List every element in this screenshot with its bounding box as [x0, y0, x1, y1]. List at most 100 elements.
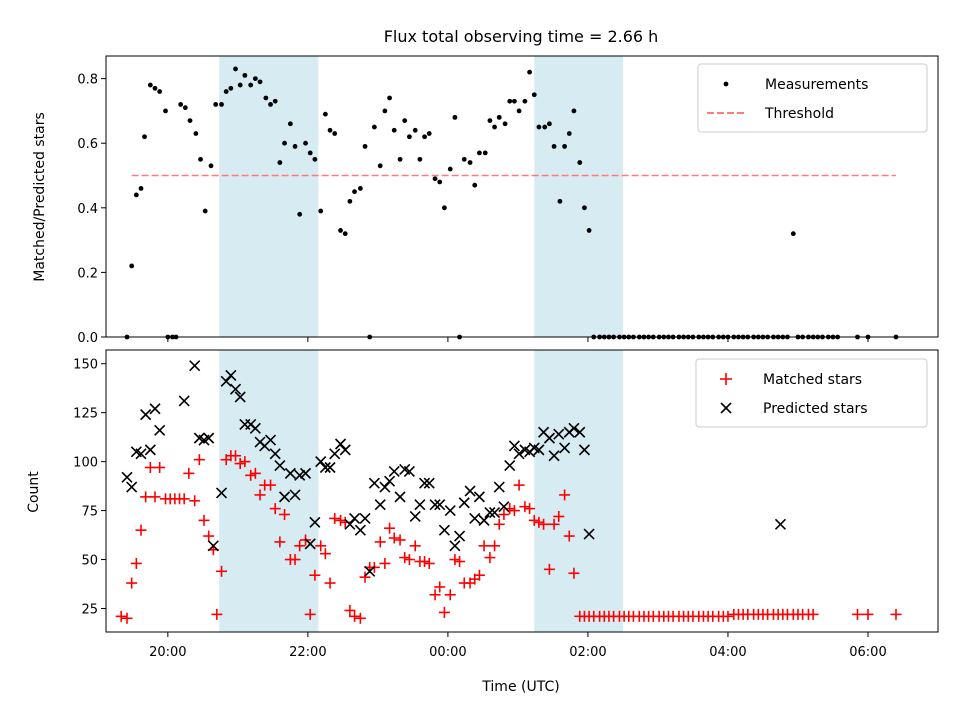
measurement-point — [268, 102, 273, 107]
matched-star-point — [315, 540, 327, 552]
predicted-star-point — [121, 471, 133, 483]
measurement-point — [422, 134, 427, 140]
count-panel: 25 50 75 100 125 150 20:00 22:00 00:00 02:00 04:0… — [26, 349, 939, 695]
predicted-star-point — [574, 426, 586, 438]
measurement-point — [447, 166, 453, 172]
predicted-star-point — [207, 540, 219, 552]
ratio-axes-frame — [105, 55, 939, 338]
predicted-star-point — [215, 487, 228, 499]
measurement-point — [287, 121, 293, 127]
y-tick-label: 100 — [73, 456, 98, 471]
matched-star-point — [484, 552, 496, 564]
matched-star-point — [335, 514, 347, 526]
predicted-star-point — [438, 524, 450, 536]
matched-star-point — [851, 608, 863, 620]
ratio-legend: Measurements Threshold — [697, 63, 928, 133]
predicted-star-point — [429, 499, 441, 511]
matched-star-point — [211, 608, 223, 620]
measurement-point — [571, 108, 577, 114]
legend-matched-label: Matched stars — [763, 372, 862, 388]
predicted-star-point — [149, 403, 161, 415]
matched-star-point — [434, 581, 446, 593]
predicted-star-point — [329, 448, 341, 460]
predicted-star-point — [334, 438, 347, 450]
measurement-point — [163, 108, 168, 114]
matched-star-point — [568, 567, 580, 579]
predicted-star-point — [344, 518, 356, 530]
measurement-point — [432, 176, 438, 182]
predicted-star-point — [578, 444, 590, 456]
measurement-point — [178, 102, 184, 107]
measurement-point — [496, 114, 502, 120]
predicted-star-point — [324, 461, 336, 474]
matched-star-point — [279, 509, 291, 520]
measurement-point — [492, 124, 497, 130]
matched-star-point — [289, 554, 301, 566]
predicted-star-point — [423, 477, 435, 489]
matched-star-point — [178, 493, 190, 505]
matched-star-point — [498, 509, 510, 520]
predicted-star-point — [339, 444, 351, 456]
matched-star-point — [344, 604, 356, 616]
measurement-point — [237, 82, 243, 88]
matched-star-point — [533, 516, 545, 528]
predicted-star-point — [464, 485, 476, 497]
measurement-point — [138, 186, 144, 191]
measurement-point — [377, 163, 383, 169]
matched-star-point — [254, 489, 266, 501]
y-tick-label: 0.8 — [77, 73, 98, 88]
predicted-star-point — [203, 432, 215, 444]
predicted-star-point — [473, 491, 485, 503]
y-tick-label: 50 — [81, 554, 98, 569]
measurement-point — [187, 118, 193, 123]
matched-star-point — [538, 518, 550, 530]
matched-star-point — [216, 565, 228, 577]
measurement-point — [387, 95, 392, 101]
chart-title: Flux total observing time = 2.66 h — [384, 27, 659, 46]
matched-star-point — [269, 503, 281, 515]
measurement-point — [542, 124, 548, 130]
matched-star-point — [807, 608, 819, 620]
predicted-star-point — [269, 448, 281, 460]
predicted-star-point — [319, 461, 331, 474]
measurement-point — [566, 131, 572, 136]
matched-star-point — [722, 610, 734, 622]
matched-star-point — [478, 540, 490, 552]
measurement-point — [272, 98, 278, 104]
measurement-point — [531, 92, 537, 98]
measurement-point — [152, 85, 158, 91]
matched-star-point — [399, 552, 411, 564]
measurement-point — [442, 205, 447, 211]
x-tick-label: 06:00 — [849, 645, 886, 660]
predicted-star-point — [234, 391, 246, 403]
measurement-point — [467, 160, 473, 165]
legend-predicted-marker — [720, 402, 732, 414]
matched-star-point — [144, 462, 156, 473]
x-axis-label: Time (UTC) — [481, 679, 559, 695]
measurement-point — [557, 198, 563, 204]
predicted-star-point — [383, 475, 396, 487]
measurement-point — [477, 150, 482, 156]
measurement-point — [536, 124, 542, 130]
matched-star-point — [394, 534, 406, 546]
predicted-star-point — [508, 440, 520, 452]
measurement-point — [397, 156, 403, 162]
matched-star-point — [130, 557, 142, 569]
legend-predicted-label: Predicted stars — [763, 401, 868, 417]
matched-star-point — [379, 557, 391, 569]
matched-star-point — [265, 479, 277, 491]
legend-measurements-marker — [723, 81, 729, 87]
predicted-star-point — [414, 499, 426, 511]
matched-star-point — [115, 610, 127, 622]
ratio-legend-box — [697, 63, 928, 133]
measurement-point — [547, 121, 552, 127]
predicted-star-point — [513, 448, 525, 460]
matched-star-point — [239, 456, 251, 468]
predicted-star-point — [444, 505, 456, 517]
matched-star-point — [513, 479, 525, 491]
predicted-star-point — [189, 360, 201, 372]
measurement-point — [157, 89, 163, 94]
predicted-star-point — [315, 456, 327, 468]
measurement-point — [198, 156, 203, 162]
measurement-point — [277, 160, 283, 165]
